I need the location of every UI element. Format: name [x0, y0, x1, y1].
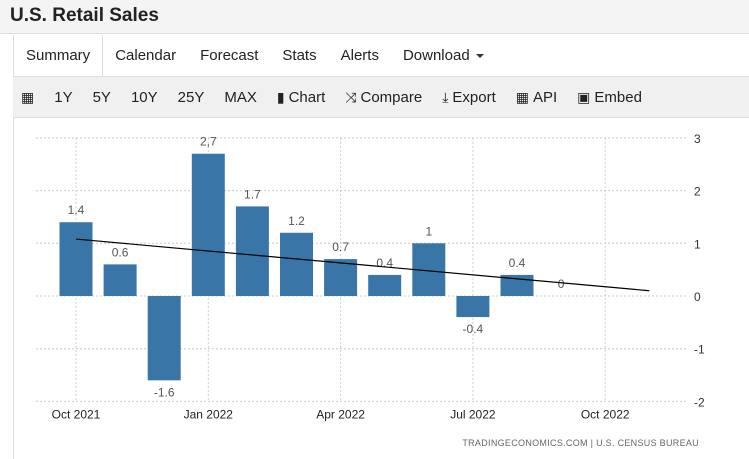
export-label: Export — [452, 88, 496, 106]
range-10y[interactable]: 10Y — [130, 88, 158, 106]
y-tick-label: 2 — [694, 185, 701, 199]
tab-download[interactable]: Download — [391, 35, 496, 77]
bar — [280, 232, 313, 296]
tab-stats[interactable]: Stats — [282, 47, 317, 64]
page-title: U.S. Retail Sales — [10, 5, 159, 26]
data-label: 0 — [558, 277, 565, 291]
bar-chart: 3 2 1 0 -1 -2 Oct 2021 Jan 2022 Apr 2022 Jul 2022… — [36, 132, 705, 448]
data-label: 0.4 — [509, 256, 526, 270]
compare-button[interactable]: ⤨ Compare — [345, 89, 422, 106]
trend-line — [75, 238, 650, 292]
bar — [103, 264, 137, 296]
chart-area: 3 2 1 0 -1 -2 Oct 2021 Jan 2022 Apr 2022 Jul 2022… — [13, 118, 749, 459]
api-label: API — [532, 88, 558, 106]
range-25y[interactable]: 25Y — [177, 88, 205, 106]
y-tick-label: 1 — [694, 237, 701, 251]
data-label: 2,7 — [200, 135, 217, 149]
calendar-icon[interactable]: ▦ — [21, 88, 35, 105]
range-max[interactable]: MAX — [224, 88, 257, 106]
data-label: -1.6 — [154, 385, 175, 399]
y-tick-label: -1 — [694, 343, 705, 357]
y-tick-label: -2 — [694, 395, 705, 409]
bar — [456, 296, 490, 318]
bar — [500, 274, 534, 296]
shuffle-icon: ⤨ — [345, 88, 357, 105]
caret-down-icon — [475, 54, 484, 59]
bar — [147, 296, 181, 381]
x-tick-label: Jan 2022 — [184, 407, 234, 421]
data-label: 0.6 — [112, 245, 129, 259]
y-tick-label: 3 — [694, 132, 701, 146]
grid-icon: ▦ — [515, 88, 529, 105]
download-icon: ⤓ — [442, 88, 449, 105]
x-tick-label: Jul 2022 — [450, 407, 496, 421]
range-1y[interactable]: 1Y — [54, 88, 73, 106]
tab-summary[interactable]: Summary — [13, 35, 104, 77]
bar-chart-icon: ▮ — [276, 88, 285, 105]
source-credit: TRADINGECONOMICS.COM | U.S. CENSUS BUREA… — [462, 438, 699, 448]
title-bar: U.S. Retail Sales — [0, 0, 749, 34]
bar — [368, 274, 402, 296]
y-tick-label: 0 — [694, 290, 701, 304]
data-label: 1 — [425, 224, 432, 238]
x-tick-label: Apr 2022 — [316, 407, 365, 421]
chart-toolbar: ▦ 1Y 5Y 10Y 25Y MAX ▮ Chart ⤨ Compare ⤓ Exp… — [13, 76, 749, 118]
bar — [235, 206, 269, 296]
compare-label: Compare — [360, 88, 423, 106]
bar — [191, 153, 225, 296]
bar — [324, 259, 358, 296]
tab-forecast[interactable]: Forecast — [200, 47, 259, 64]
api-button[interactable]: ▦ API — [516, 89, 557, 106]
data-label: 1.4 — [68, 203, 85, 217]
export-button[interactable]: ⤓ Export — [442, 89, 496, 106]
data-label: 1.7 — [244, 187, 261, 201]
data-label: 1.2 — [288, 214, 305, 228]
chart-button[interactable]: ▮ Chart — [277, 89, 325, 106]
range-5y[interactable]: 5Y — [92, 88, 111, 106]
data-label: -0.4 — [463, 322, 484, 336]
chart-label: Chart — [288, 88, 326, 106]
embed-button[interactable]: ▣ Embed — [577, 89, 642, 106]
tab-alerts[interactable]: Alerts — [340, 47, 379, 64]
x-tick-label: Oct 2021 — [52, 407, 101, 421]
tab-calendar[interactable]: Calendar — [115, 47, 177, 64]
embed-label: Embed — [594, 88, 642, 106]
tab-bar: Summary Calendar Forecast Stats Alerts D… — [13, 35, 749, 77]
bar — [59, 222, 93, 296]
download-label: Download — [402, 47, 470, 64]
data-label: 0.7 — [332, 240, 349, 254]
image-icon: ▣ — [577, 88, 591, 105]
x-tick-label: Oct 2022 — [581, 407, 630, 421]
